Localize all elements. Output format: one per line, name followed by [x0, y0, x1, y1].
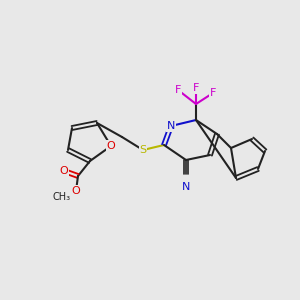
Text: O: O	[60, 166, 68, 176]
Text: CH₃: CH₃	[53, 192, 71, 202]
Text: F: F	[210, 88, 216, 98]
Text: N: N	[167, 121, 175, 131]
Text: S: S	[140, 145, 147, 155]
Text: F: F	[175, 85, 181, 95]
Text: O: O	[72, 186, 80, 196]
Text: N: N	[182, 182, 190, 192]
Text: O: O	[106, 141, 116, 151]
Text: F: F	[193, 83, 199, 93]
